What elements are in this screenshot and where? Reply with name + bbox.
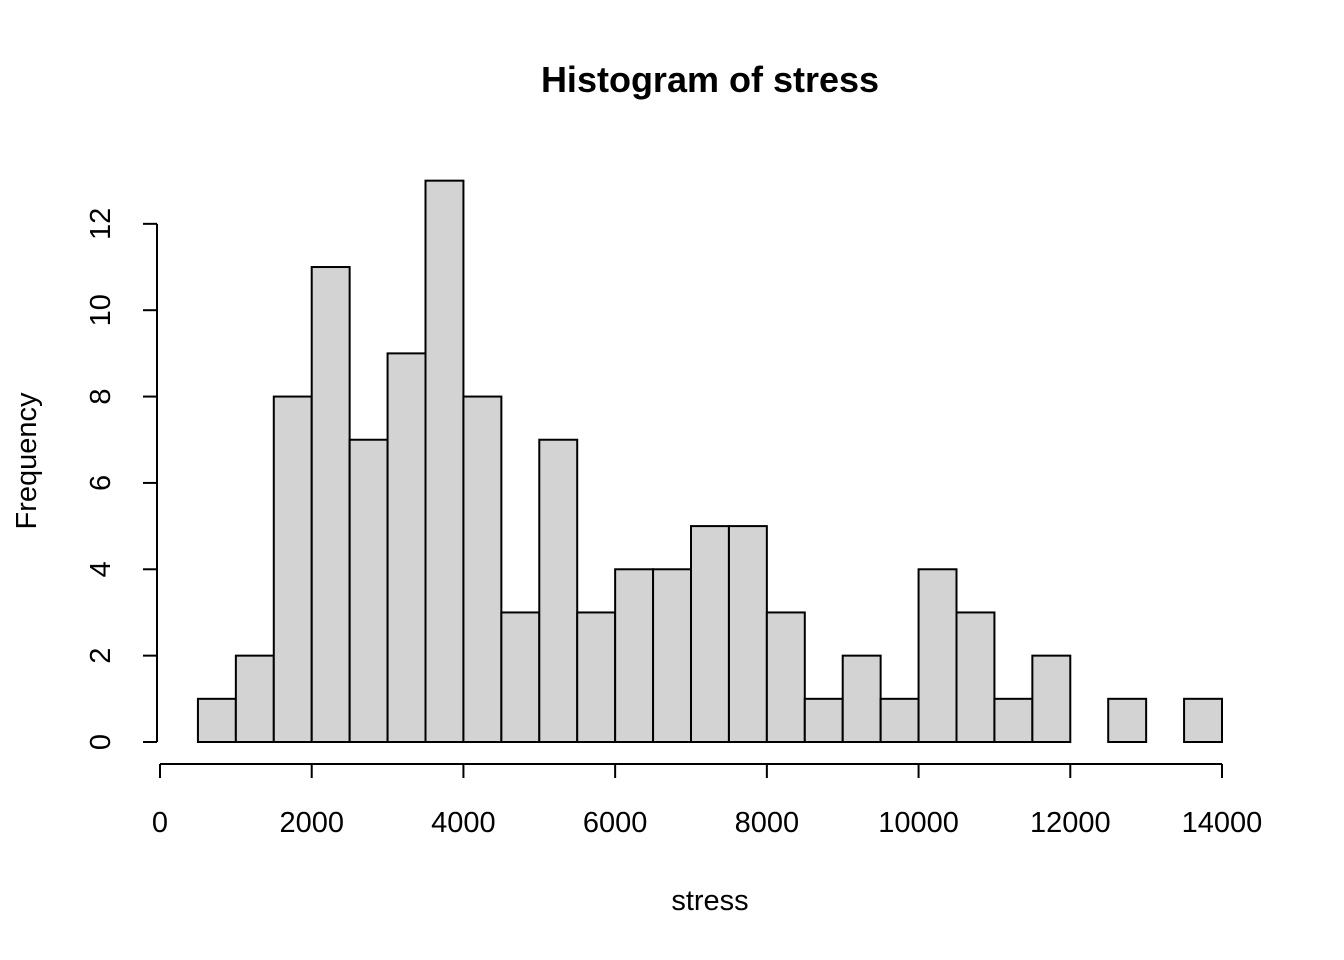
x-axis-label: stress	[671, 885, 748, 917]
histogram-bar-4000-4500	[462, 395, 503, 743]
histogram-bar-6500-7000	[652, 568, 692, 744]
histogram-bar-10000-10500	[917, 568, 958, 744]
x-tick-label-10000: 10000	[878, 807, 959, 839]
y-tick-label-12: 12	[85, 208, 117, 240]
histogram-bar-13500-14000	[1183, 697, 1223, 744]
histogram-bar-8000-8500	[765, 611, 806, 744]
histogram-bar-7000-7500	[690, 525, 730, 743]
y-tick-label-0: 0	[85, 734, 117, 750]
y-tick-label-10: 10	[85, 294, 117, 326]
x-tick-label-0: 0	[152, 807, 168, 839]
y-axis-label: Frequency	[11, 392, 43, 530]
histogram-bar-1000-1500	[234, 654, 275, 744]
histogram-bar-9000-9500	[841, 654, 882, 744]
x-axis: 0 2000 4000 6000 8000 10000 12000 14000	[152, 763, 1263, 839]
histogram-bar-7500-8000	[727, 525, 768, 743]
chart-title: Histogram of stress	[541, 59, 879, 100]
histogram-bar-3500-4000	[424, 179, 465, 744]
x-tick-label-2000: 2000	[279, 807, 344, 839]
bars-group	[196, 179, 1223, 744]
x-tick-label-14000: 14000	[1182, 807, 1263, 839]
histogram-bar-12500-13000	[1107, 697, 1148, 744]
y-axis: 0 2 4 6 8 10 12	[85, 208, 158, 750]
x-tick-label-6000: 6000	[583, 807, 648, 839]
x-tick-label-12000: 12000	[1030, 807, 1111, 839]
histogram-bar-8500-9000	[803, 697, 844, 744]
histogram-bar-4500-5000	[500, 611, 541, 744]
y-tick-label-6: 6	[85, 475, 117, 491]
y-tick-label-8: 8	[85, 388, 117, 404]
histogram-bar-500-1000	[196, 697, 237, 744]
histogram-bar-5000-5500	[538, 438, 579, 743]
x-tick-label-8000: 8000	[735, 807, 800, 839]
histogram-bar-6000-6500	[614, 568, 655, 744]
x-tick-label-4000: 4000	[431, 807, 496, 839]
histogram-bar-3000-3500	[386, 352, 427, 743]
histogram-bar-2000-2500	[310, 266, 351, 743]
histogram-bar-5500-6000	[576, 611, 617, 744]
histogram-bar-11000-11500	[993, 697, 1034, 744]
y-tick-label-2: 2	[85, 648, 117, 664]
y-tick-label-4: 4	[85, 561, 117, 577]
histogram-bar-9500-10000	[879, 697, 920, 744]
histogram-bar-11500-12000	[1031, 654, 1072, 744]
histogram-bar-2500-3000	[348, 438, 389, 743]
histogram-bar-1500-2000	[272, 395, 313, 743]
histogram-bar-10500-11000	[955, 611, 996, 744]
